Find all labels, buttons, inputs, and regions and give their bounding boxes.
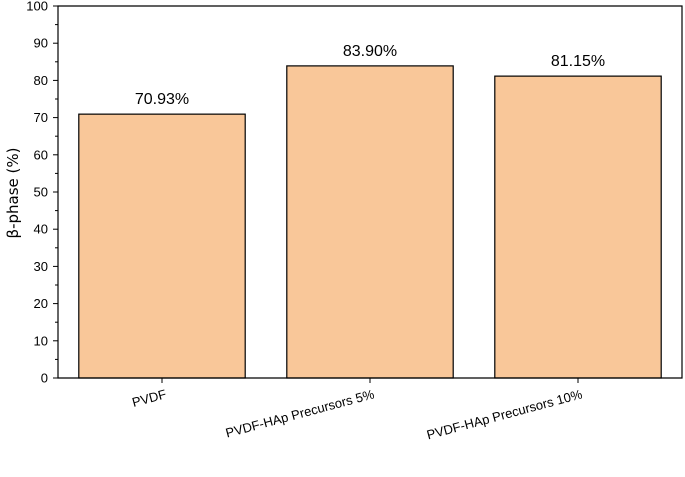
data-label-3: 81.15% bbox=[551, 53, 605, 70]
x-category-label-2: PVDF-HAp Precursors 5% bbox=[224, 386, 376, 440]
y-tick-label: 10 bbox=[34, 333, 48, 348]
y-tick-label: 50 bbox=[34, 185, 48, 200]
bar-2 bbox=[286, 65, 454, 379]
bar-3 bbox=[494, 75, 662, 379]
y-tick-label: 70 bbox=[34, 110, 48, 125]
y-tick-label: 20 bbox=[34, 296, 48, 311]
x-category-label-3: PVDF-HAp Precursors 10% bbox=[425, 386, 584, 442]
y-axis-title: β-phase (%) bbox=[4, 148, 22, 239]
data-label-2: 83.90% bbox=[343, 43, 397, 60]
y-tick-label: 60 bbox=[34, 147, 48, 162]
y-tick-label: 100 bbox=[26, 0, 48, 14]
y-ticks-layer: 0 10 20 30 40 50 60 70 80 90 100 bbox=[26, 0, 58, 386]
y-tick-label: 30 bbox=[34, 259, 48, 274]
bars-layer bbox=[78, 65, 662, 379]
bar-1 bbox=[78, 113, 246, 379]
x-category-label-1: PVDF bbox=[130, 386, 167, 409]
data-label-1: 70.93% bbox=[135, 91, 189, 108]
data-labels-layer: 70.93% 83.90% 81.15% bbox=[135, 43, 605, 108]
y-tick-label: 40 bbox=[34, 222, 48, 237]
x-category-labels-layer: PVDF PVDF-HAp Precursors 5% PVDF-HAp Precu… bbox=[130, 378, 584, 442]
y-tick-label: 0 bbox=[41, 371, 48, 386]
axes-frame bbox=[57, 5, 683, 379]
y-tick-label: 80 bbox=[34, 73, 48, 88]
y-tick-label: 90 bbox=[34, 36, 48, 51]
